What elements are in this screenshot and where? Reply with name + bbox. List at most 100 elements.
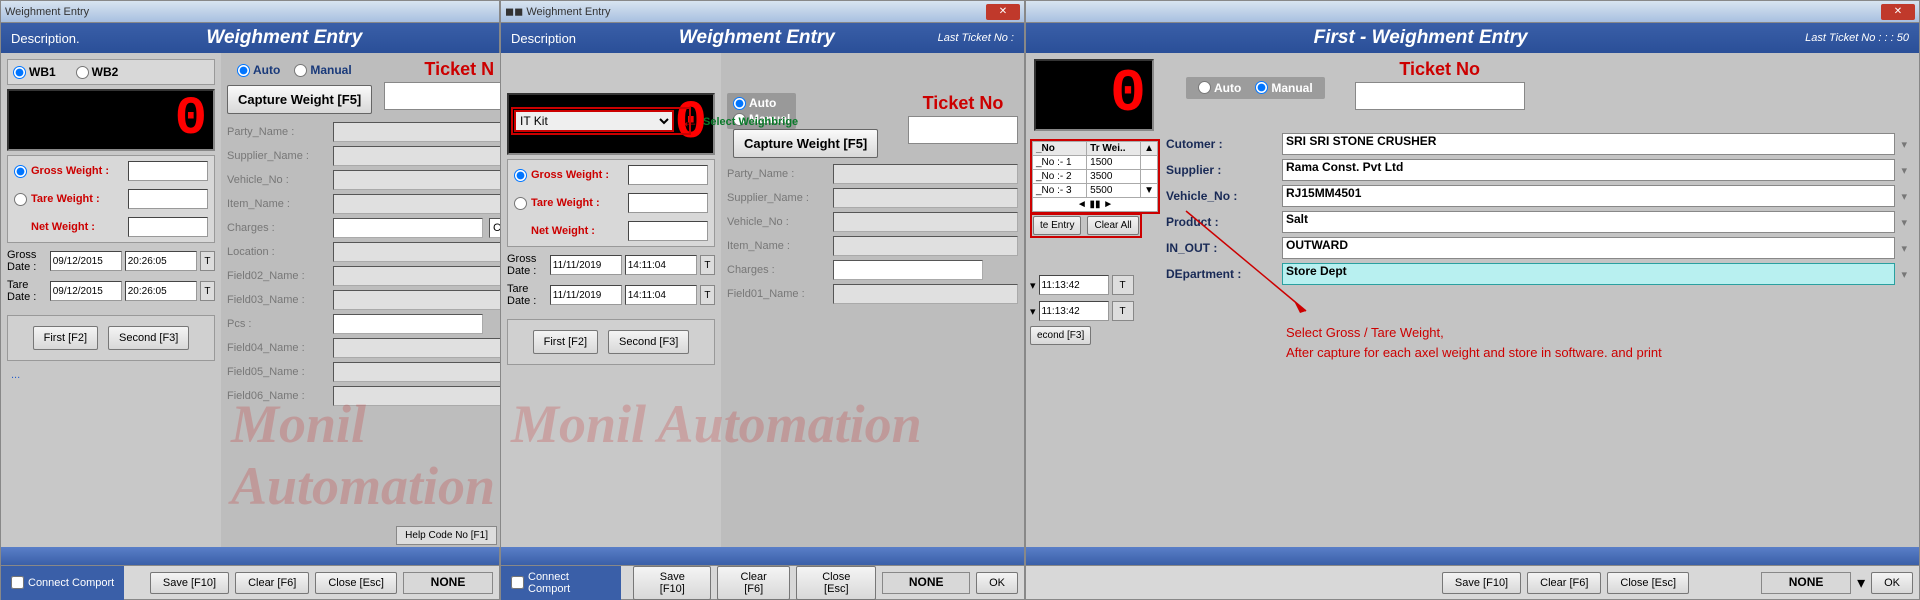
chevron-down-icon[interactable]: ▾: [1901, 164, 1907, 177]
party-select[interactable]: [833, 164, 1018, 184]
clear-button[interactable]: Clear [F6]: [235, 572, 309, 594]
gross-time[interactable]: [625, 255, 697, 275]
auto-radio[interactable]: Auto: [1198, 81, 1241, 95]
item-select[interactable]: [833, 236, 1018, 256]
panel-1: Weighment Entry Description. Weighment E…: [0, 0, 500, 600]
dept-select[interactable]: Store Dept: [1282, 263, 1895, 285]
desc-label: Description.: [11, 31, 80, 46]
header: Description Weighment Entry Last Ticket …: [501, 23, 1024, 53]
table-row: _No :- 11500: [1033, 156, 1158, 170]
charges-input[interactable]: [333, 218, 483, 238]
time2[interactable]: [1039, 301, 1109, 321]
manual-radio[interactable]: Manual: [1255, 81, 1312, 95]
auto-radio[interactable]: Auto: [237, 63, 280, 77]
tare-input[interactable]: [128, 189, 208, 209]
second-button[interactable]: econd [F3]: [1030, 326, 1091, 345]
supplier-select[interactable]: [833, 188, 1018, 208]
gross-radio[interactable]: [14, 165, 27, 178]
first-button[interactable]: First [F2]: [33, 326, 98, 350]
time1[interactable]: [1039, 275, 1109, 295]
manual-radio[interactable]: Manual: [294, 63, 351, 77]
wb2-radio[interactable]: WB2: [76, 65, 119, 79]
window-title: Weighment Entry: [526, 6, 610, 18]
chevron-down-icon[interactable]: ▾: [1901, 242, 1907, 255]
clear-all-button[interactable]: Clear All: [1087, 216, 1138, 235]
wb-select[interactable]: IT Kit: [514, 110, 674, 132]
t-button[interactable]: T: [700, 285, 715, 305]
clear-button[interactable]: Clear [F6]: [717, 566, 790, 600]
ok-button[interactable]: OK: [976, 572, 1018, 594]
vehicle-select[interactable]: [833, 212, 1018, 232]
tare-radio[interactable]: [514, 197, 527, 210]
connect-checkbox[interactable]: Connect Comport: [501, 566, 621, 600]
charges-input[interactable]: [833, 260, 983, 280]
save-button[interactable]: Save [F10]: [633, 566, 711, 600]
chevron-down-icon[interactable]: ▾: [1901, 268, 1907, 281]
close-icon[interactable]: ✕: [1881, 4, 1915, 20]
none-select[interactable]: NONE: [403, 572, 493, 594]
wb-select-wrap: IT Kit: [511, 107, 691, 135]
table-row: _No :- 35500▼: [1033, 184, 1158, 198]
t-button[interactable]: T: [1112, 275, 1134, 295]
clear-button[interactable]: Clear [F6]: [1527, 572, 1601, 594]
tare-input[interactable]: [628, 193, 708, 213]
inout-select[interactable]: OUTWARD: [1282, 237, 1895, 259]
body: 0 _NoTr Wei..▲ _No :- 11500 _No :- 23500…: [1026, 53, 1919, 547]
t-button[interactable]: T: [1112, 301, 1134, 321]
tare-date[interactable]: [550, 285, 622, 305]
save-button[interactable]: Save [F10]: [150, 572, 229, 594]
customer-select[interactable]: SRI SRI STONE CRUSHER: [1282, 133, 1895, 155]
capture-button[interactable]: Capture Weight [F5]: [227, 85, 372, 114]
pcs-input[interactable]: [333, 314, 483, 334]
supplier-select[interactable]: Rama Const. Pvt Ltd: [1282, 159, 1895, 181]
tare-time[interactable]: [125, 281, 197, 301]
entry-button[interactable]: te Entry: [1033, 216, 1081, 235]
gross-date[interactable]: [550, 255, 622, 275]
lcd-display: 0: [1034, 59, 1154, 131]
t-button[interactable]: T: [200, 251, 215, 271]
help-button[interactable]: Help Code No [F1]: [396, 526, 497, 545]
header-title: First - Weighment Entry: [1036, 27, 1805, 49]
last-ticket: Last Ticket No : : : 50: [1805, 32, 1909, 44]
vehicle-select[interactable]: RJ15MM4501: [1282, 185, 1895, 207]
ticket-input[interactable]: [1355, 82, 1525, 110]
connect-checkbox[interactable]: Connect Comport: [1, 566, 124, 600]
ticket-input[interactable]: [908, 116, 1018, 144]
second-button[interactable]: Second [F3]: [608, 330, 689, 354]
t-button[interactable]: T: [700, 255, 715, 275]
close-button[interactable]: Close [Esc]: [315, 572, 397, 594]
second-button[interactable]: Second [F3]: [108, 326, 189, 350]
tare-date[interactable]: [50, 281, 122, 301]
wb1-radio[interactable]: WB1: [13, 65, 56, 79]
none-select[interactable]: NONE: [882, 572, 970, 594]
chevron-down-icon[interactable]: ▾: [1901, 138, 1907, 151]
gross-input[interactable]: [628, 165, 708, 185]
window-title: Weighment Entry: [5, 6, 89, 18]
net-input[interactable]: [628, 221, 708, 241]
close-button[interactable]: Close [Esc]: [796, 566, 876, 600]
gross-date[interactable]: [50, 251, 122, 271]
gross-radio[interactable]: [514, 169, 527, 182]
auto-radio[interactable]: Auto: [733, 96, 790, 110]
save-button[interactable]: Save [F10]: [1442, 572, 1521, 594]
product-select[interactable]: Salt: [1282, 211, 1895, 233]
close-icon[interactable]: ✕: [986, 4, 1020, 20]
gross-input[interactable]: [128, 161, 208, 181]
chevron-down-icon[interactable]: ▾: [1030, 279, 1036, 292]
footer: Connect Comport Save [F10] Clear [F6] Cl…: [1, 565, 499, 599]
close-button[interactable]: Close [Esc]: [1607, 572, 1689, 594]
chevron-down-icon[interactable]: ▾: [1901, 216, 1907, 229]
header-title: Weighment Entry: [80, 27, 489, 49]
net-input[interactable]: [128, 217, 208, 237]
tare-time[interactable]: [625, 285, 697, 305]
chevron-down-icon[interactable]: ▾: [1857, 573, 1865, 593]
chevron-down-icon[interactable]: ▾: [1901, 190, 1907, 203]
none-select[interactable]: NONE: [1761, 572, 1851, 594]
gross-time[interactable]: [125, 251, 197, 271]
ok-button[interactable]: OK: [1871, 572, 1913, 594]
t-button[interactable]: T: [200, 281, 215, 301]
chevron-down-icon[interactable]: ▾: [1030, 305, 1036, 318]
capture-button[interactable]: Capture Weight [F5]: [733, 129, 878, 158]
first-button[interactable]: First [F2]: [533, 330, 598, 354]
tare-radio[interactable]: [14, 193, 27, 206]
